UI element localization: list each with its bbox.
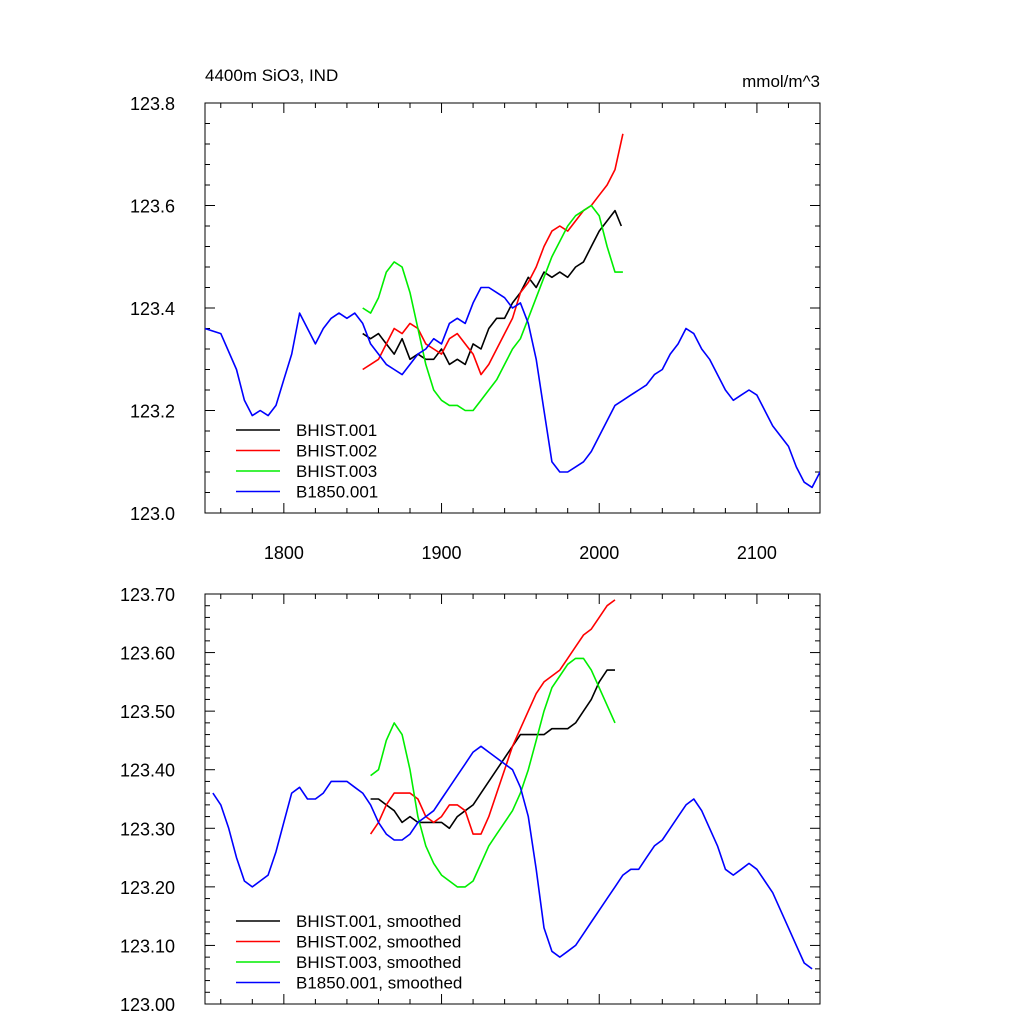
legend-label: BHIST.002, smoothed <box>296 933 461 952</box>
x-tick-label: 1900 <box>422 543 462 563</box>
y-tick-label: 123.20 <box>120 878 175 898</box>
y-tick-label: 123.0 <box>130 504 175 524</box>
legend: BHIST.001, smoothed BHIST.002, smoothedBH… <box>236 912 462 993</box>
series-line-bhist-003 <box>363 206 623 411</box>
legend-label: BHIST.002 <box>296 442 377 461</box>
x-tick-label: 1800 <box>264 543 304 563</box>
x-tick-label: 2100 <box>737 543 777 563</box>
y-tick-label: 123.30 <box>120 819 175 839</box>
legend-label: BHIST.001 <box>296 421 377 440</box>
legend-label: BHIST.003, smoothed <box>296 953 461 972</box>
legend-label: B1850.001, smoothed <box>296 974 462 993</box>
y-tick-label: 123.4 <box>130 299 175 319</box>
y-tick-label: 123.50 <box>120 702 175 722</box>
chart-title: 4400m SiO3, IND <box>205 66 338 85</box>
series-line-bhist-001 <box>363 211 622 365</box>
x-tick-label: 2000 <box>579 543 619 563</box>
series-line-bhist-003-smoothed <box>371 658 615 887</box>
legend-label: BHIST.001, smoothed <box>296 912 461 931</box>
y-tick-label: 123.6 <box>130 197 175 217</box>
y-tick-label: 123.70 <box>120 585 175 605</box>
units-label: mmol/m^3 <box>742 72 820 91</box>
legend-label: BHIST.003 <box>296 462 377 481</box>
plot-panel-2: 123.00 123.10 123.20 123.30 123.40 123.50 123.… <box>120 585 820 1015</box>
y-tick-label: 123.40 <box>120 761 175 781</box>
y-tick-label: 123.00 <box>120 995 175 1015</box>
legend-label: B1850.001 <box>296 483 378 502</box>
plot-panel-1: 1800 1900 2000 2100 123.0 123.2 123.4 123.6 123.… <box>130 94 820 563</box>
y-tick-label: 123.10 <box>120 936 175 956</box>
y-tick-label: 123.8 <box>130 94 175 114</box>
series-line-bhist-002-smoothed <box>371 600 615 834</box>
y-tick-label: 123.2 <box>130 402 175 422</box>
y-tick-label: 123.60 <box>120 644 175 664</box>
